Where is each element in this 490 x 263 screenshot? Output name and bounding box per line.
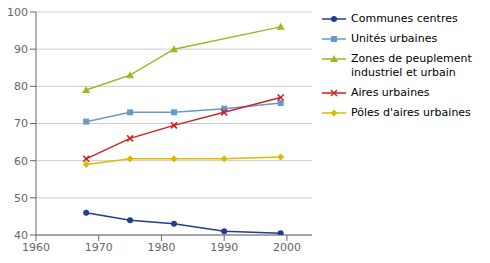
- html-text:Pôles d'aires urbaines: Pôles d'aires urbaines: [351, 106, 471, 119]
- svg-text:60: 60: [14, 155, 28, 168]
- html-text:Zones de peuplement: Zones de peuplement: [351, 52, 472, 65]
- svg-text:1960: 1960: [22, 241, 50, 254]
- html-text:Communes centres: Communes centres: [351, 12, 458, 25]
- svg-text:40: 40: [14, 229, 28, 242]
- html-text:industriel et urbain: industriel et urbain: [351, 66, 456, 79]
- svg-text:100: 100: [8, 6, 28, 19]
- html-text:Unités urbaines: Unités urbaines: [351, 32, 438, 45]
- svg-text:1980: 1980: [147, 241, 175, 254]
- svg-text:2000: 2000: [273, 241, 301, 254]
- svg-text:80: 80: [14, 80, 28, 93]
- svg-text:90: 90: [14, 43, 28, 56]
- svg-text:1990: 1990: [210, 241, 238, 254]
- html-text:Aires urbaines: Aires urbaines: [351, 86, 430, 99]
- svg-text:1970: 1970: [85, 241, 113, 254]
- svg-text:50: 50: [14, 192, 28, 205]
- svg-text:70: 70: [14, 117, 28, 130]
